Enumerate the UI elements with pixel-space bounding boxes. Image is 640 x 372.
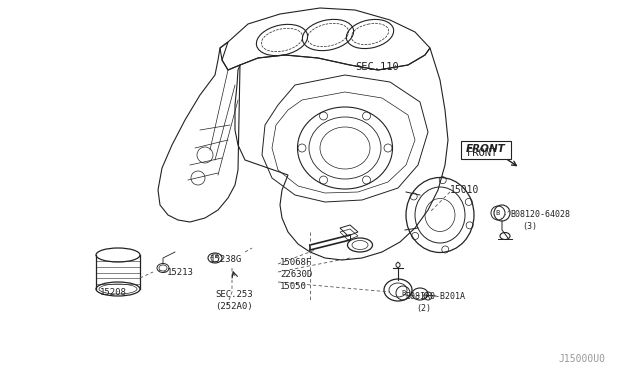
Text: 15213: 15213 [167,268,194,277]
Text: B08IA0-B201A: B08IA0-B201A [405,292,465,301]
Text: B: B [496,210,500,216]
Text: 22630D: 22630D [280,270,312,279]
Text: FRONT: FRONT [466,144,506,154]
Text: (252A0): (252A0) [215,302,253,311]
Text: 15068F: 15068F [280,258,312,267]
Text: 15010: 15010 [450,185,479,195]
Text: (2): (2) [416,304,431,313]
Text: SEC.110: SEC.110 [355,62,399,72]
Text: B: B [401,290,405,296]
Text: B08120-64028: B08120-64028 [510,210,570,219]
Text: 15208: 15208 [100,288,127,297]
Text: 15050: 15050 [280,282,307,291]
Text: (3): (3) [522,222,537,231]
Text: 15238G: 15238G [210,255,243,264]
Text: FRONT: FRONT [467,148,499,158]
Text: J15000U0: J15000U0 [558,354,605,364]
Text: SEC.253: SEC.253 [215,290,253,299]
